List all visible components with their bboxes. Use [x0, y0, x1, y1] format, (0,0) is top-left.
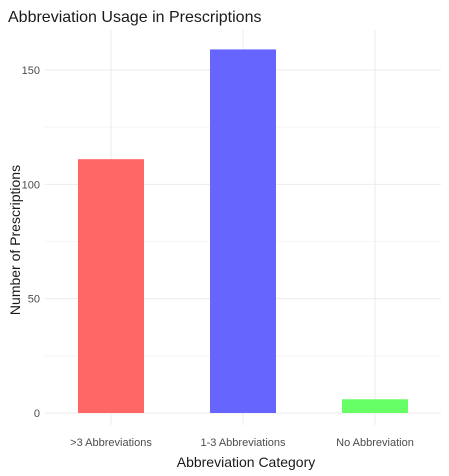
x-axis-title: Abbreviation Category: [177, 454, 316, 470]
x-tick-label: >3 Abbreviations: [70, 437, 152, 449]
x-tick-label: No Abbreviation: [336, 437, 414, 449]
y-tick-label: 150: [22, 65, 40, 77]
y-axis-title: Number of Prescriptions: [7, 165, 23, 315]
y-tick-label: 0: [34, 408, 40, 420]
bar: [78, 159, 144, 413]
chart-title: Abbreviation Usage in Prescriptions: [8, 9, 261, 26]
y-tick-label: 100: [22, 179, 40, 191]
y-axis-ticks: 0 50 100 150: [22, 65, 40, 420]
x-tick-label: 1-3 Abbreviations: [201, 437, 286, 449]
bar: [210, 49, 276, 414]
bars: [78, 49, 408, 414]
bar: [342, 399, 408, 413]
y-tick-label: 50: [28, 294, 40, 306]
x-axis-ticks: >3 Abbreviations 1-3 Abbreviations No Abbr…: [70, 437, 414, 449]
